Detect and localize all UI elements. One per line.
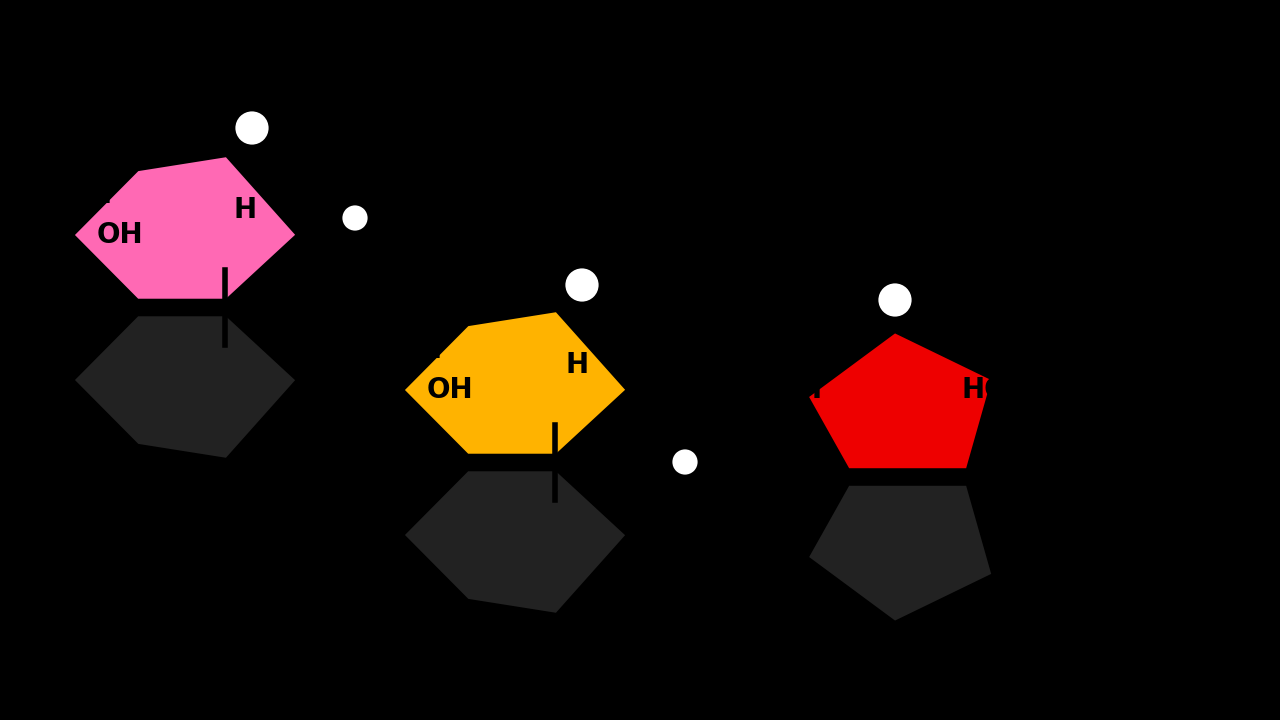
Text: OH: OH xyxy=(97,221,143,249)
Circle shape xyxy=(564,267,600,303)
Text: H: H xyxy=(799,376,822,404)
Circle shape xyxy=(234,110,270,146)
Text: HO: HO xyxy=(961,376,1009,404)
Circle shape xyxy=(671,448,699,476)
Polygon shape xyxy=(401,310,628,456)
Polygon shape xyxy=(70,154,300,302)
Text: H: H xyxy=(419,336,442,364)
Polygon shape xyxy=(805,330,995,471)
Text: OH: OH xyxy=(426,376,474,404)
Text: H: H xyxy=(566,351,589,379)
Polygon shape xyxy=(401,469,628,616)
Polygon shape xyxy=(70,313,300,461)
Text: H: H xyxy=(233,196,256,224)
Text: H: H xyxy=(88,181,111,209)
Polygon shape xyxy=(805,483,995,624)
Circle shape xyxy=(340,204,369,232)
Circle shape xyxy=(877,282,913,318)
